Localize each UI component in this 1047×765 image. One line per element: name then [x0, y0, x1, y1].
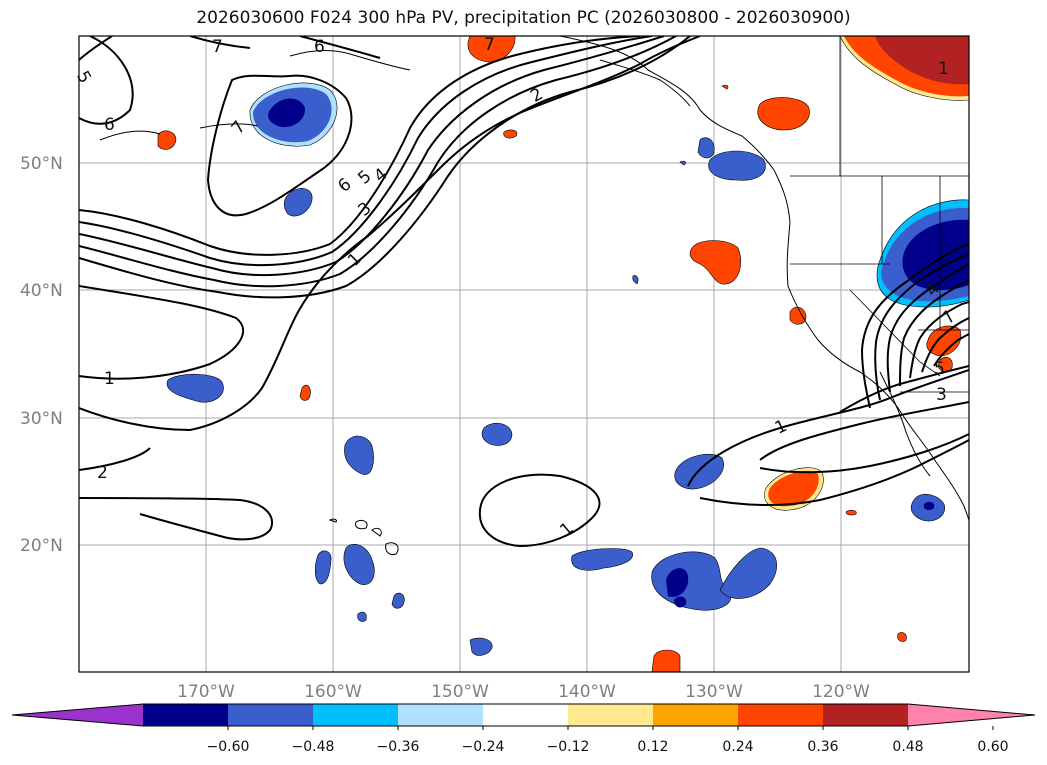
- hawaii-islands: [328, 518, 399, 555]
- longitude-labels: 170°W 160°W 150°W 140°W 130°W 120°W: [177, 682, 870, 702]
- colorbar-tick-label: 0.48: [892, 739, 923, 755]
- colorbar-tick-label: −0.24: [462, 739, 505, 755]
- colorbar-bin: [143, 704, 228, 726]
- contour-label: 1: [938, 59, 949, 79]
- colorbar-tick-label: −0.12: [547, 739, 590, 755]
- map-area: [79, 36, 969, 672]
- colorbar-bin: [483, 704, 568, 726]
- contour-label: 6: [104, 115, 115, 135]
- colorbar-tick-label: −0.36: [377, 739, 420, 755]
- contour-label: 6: [314, 37, 325, 57]
- lon-label-140w: 140°W: [558, 682, 616, 702]
- colorbar-bin: [313, 704, 398, 726]
- colorbar-bin: [228, 704, 313, 726]
- colorbar-bin: [653, 704, 738, 726]
- contour-label: 7: [212, 37, 223, 57]
- contour-label: 3: [936, 385, 947, 405]
- lon-label-150w: 150°W: [431, 682, 489, 702]
- lon-label-160w: 160°W: [304, 682, 362, 702]
- colorbar-extend-high: [908, 704, 1035, 726]
- lat-label-30n: 30°N: [20, 409, 63, 429]
- colorbar-bin: [823, 704, 908, 726]
- contour-label: 1: [104, 369, 115, 389]
- contour-label: 5: [934, 359, 945, 379]
- lat-label-50n: 50°N: [20, 154, 63, 174]
- colorbar-outline: [11, 703, 1036, 727]
- colorbar-extend-low: [12, 704, 143, 726]
- lat-label-40n: 40°N: [20, 281, 63, 301]
- pv-contours: [79, 36, 969, 548]
- contour-label: 2: [97, 463, 108, 483]
- colorbar-tick-label: −0.60: [207, 739, 250, 755]
- lon-label-120w: 120°W: [812, 682, 870, 702]
- contour-label: 7: [484, 35, 495, 55]
- colorbar: −0.60 −0.48 −0.36 −0.24 −0.12 0.12 0.24 0.36 0.4…: [11, 703, 1036, 755]
- lon-label-130w: 130°W: [685, 682, 743, 702]
- lat-label-20n: 20°N: [20, 536, 63, 556]
- colorbar-tick-label: 0.36: [807, 739, 838, 755]
- colorbar-tick-label: 0.60: [977, 739, 1008, 755]
- precip-negative-regions: [166, 82, 969, 656]
- colorbar-bin: [398, 704, 483, 726]
- map-frame: [78, 35, 970, 673]
- latitude-labels: 50°N 40°N 30°N 20°N: [20, 154, 63, 556]
- chart-title: 2026030600 F024 300 hPa PV, precipitatio…: [196, 8, 851, 28]
- colorbar-tick-label: 0.12: [637, 739, 668, 755]
- precip-positive-regions: [157, 36, 969, 672]
- colorbar-tick-label: 0.24: [722, 739, 753, 755]
- lon-label-170w: 170°W: [177, 682, 235, 702]
- colorbar-tick-label: −0.48: [292, 739, 335, 755]
- colorbar-bin: [738, 704, 823, 726]
- colorbar-bin: [568, 704, 653, 726]
